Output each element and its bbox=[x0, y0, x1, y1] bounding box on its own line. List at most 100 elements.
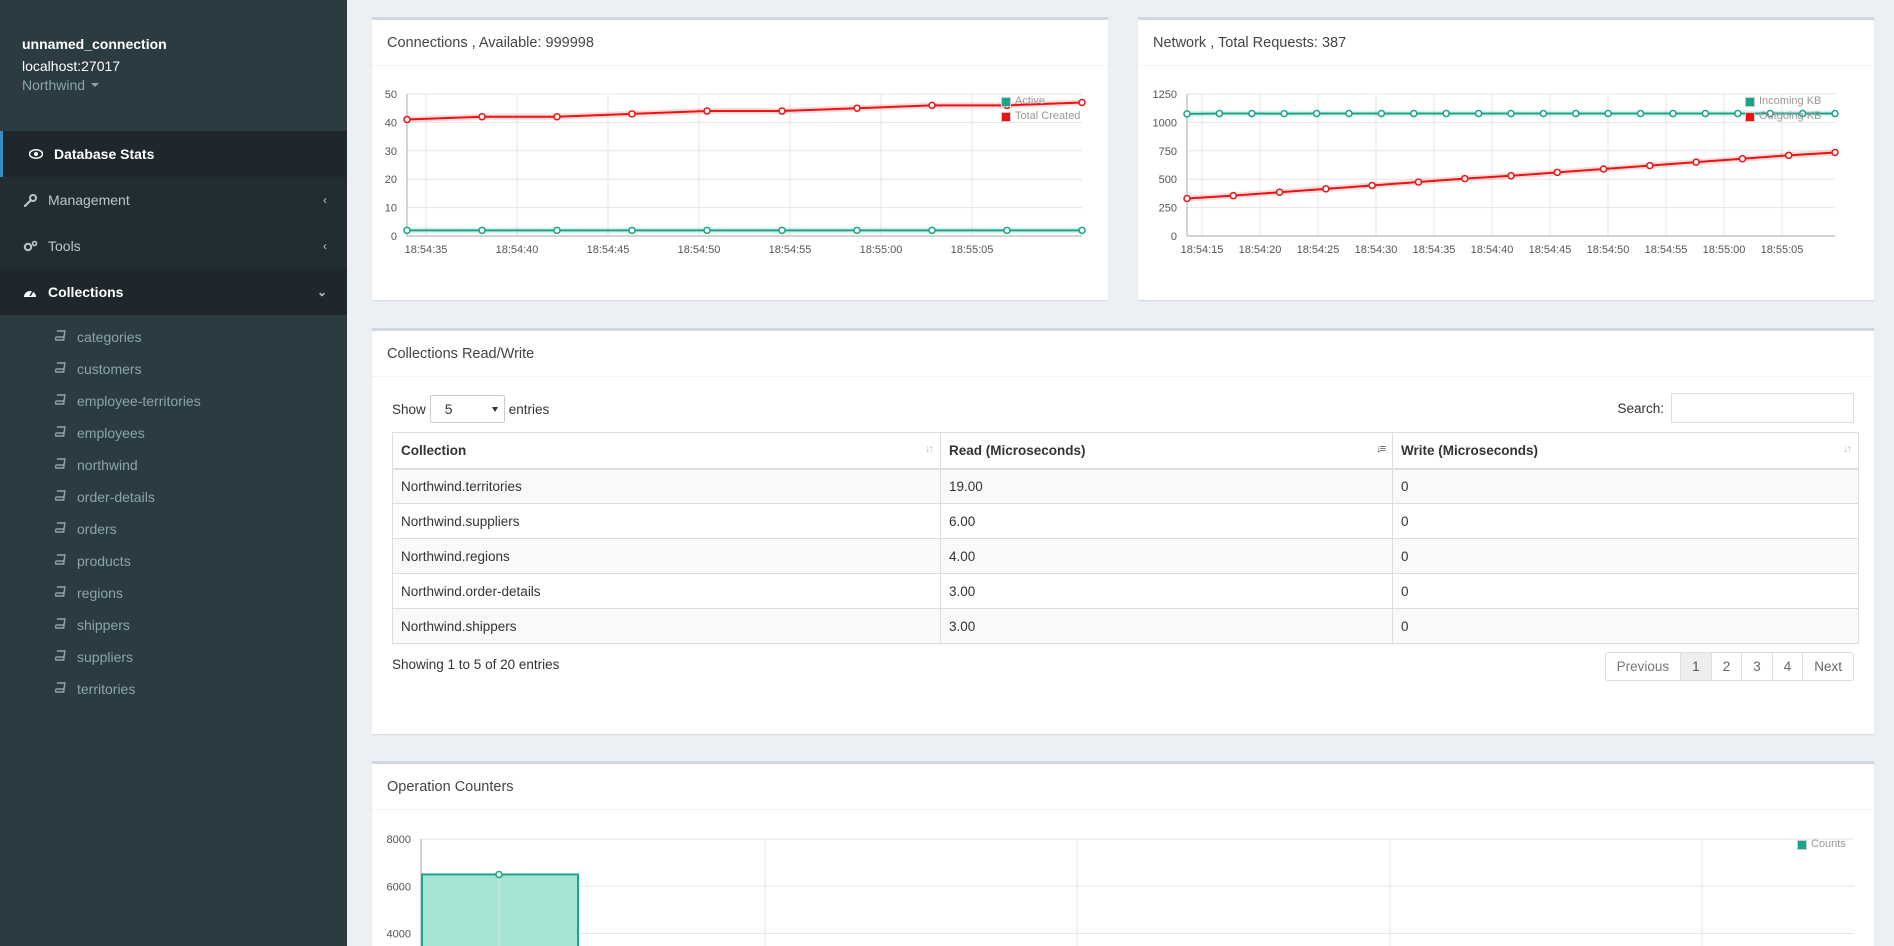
book-icon bbox=[54, 553, 66, 569]
series-line bbox=[406, 101, 1083, 121]
collection-item[interactable]: employees bbox=[0, 417, 347, 449]
menu-label: Management bbox=[48, 192, 130, 208]
collection-item[interactable]: categories bbox=[0, 321, 347, 353]
page-length-value: 5 bbox=[444, 401, 453, 417]
pagination-previous[interactable]: Previous bbox=[1605, 653, 1681, 680]
book-icon bbox=[54, 361, 66, 377]
menu-management[interactable]: Management ‹ bbox=[0, 177, 347, 223]
book-icon bbox=[54, 681, 66, 697]
collection-item[interactable]: order-details bbox=[0, 481, 347, 513]
collection-item[interactable]: northwind bbox=[0, 449, 347, 481]
x-tick-label: 18:54:55 bbox=[769, 244, 812, 256]
pagination: Previous 1 2 3 4 Next bbox=[1604, 652, 1854, 681]
data-point bbox=[1784, 151, 1793, 160]
operations-panel: Operation Counters 4000 6000 8000 Counts bbox=[372, 761, 1874, 946]
column-header-read[interactable]: Read (Microseconds) ↓≡ bbox=[940, 432, 1393, 470]
collection-item[interactable]: orders bbox=[0, 513, 347, 545]
chevron-left-icon: ‹ bbox=[323, 239, 327, 253]
data-point bbox=[928, 101, 936, 110]
search-input[interactable] bbox=[1671, 393, 1854, 423]
pagination-page[interactable]: 2 bbox=[1710, 653, 1742, 680]
data-point bbox=[1248, 109, 1256, 118]
table-cell: Northwind.order-details bbox=[392, 573, 941, 609]
data-point bbox=[1831, 148, 1839, 157]
data-point bbox=[1539, 109, 1548, 118]
pagination-page[interactable]: 1 bbox=[1680, 653, 1711, 680]
table-header-row: Collection ↓↑ Read (Microseconds) ↓≡ Write… bbox=[392, 432, 1859, 470]
column-header-collection[interactable]: Collection ↓↑ bbox=[392, 432, 941, 470]
data-point bbox=[1734, 109, 1742, 118]
data-point bbox=[1798, 109, 1807, 118]
pagination-next[interactable]: Next bbox=[1802, 653, 1853, 680]
table-cell: Northwind.territories bbox=[392, 468, 941, 504]
collection-item[interactable]: suppliers bbox=[0, 641, 347, 673]
collection-item[interactable]: customers bbox=[0, 353, 347, 385]
collection-item[interactable]: shippers bbox=[0, 609, 347, 641]
dashboard-icon bbox=[22, 287, 38, 298]
main-content: Connections , Available: 999998 0 10 20 30 4… bbox=[347, 0, 1894, 946]
x-tick-label: 18:54:55 bbox=[1645, 244, 1688, 256]
operations-chart: 4000 6000 8000 bbox=[387, 834, 1854, 946]
book-icon bbox=[54, 393, 66, 409]
y-tick-label: 40 bbox=[385, 117, 397, 129]
collection-item[interactable]: products bbox=[0, 545, 347, 577]
collection-label: orders bbox=[77, 521, 117, 537]
pagination-page[interactable]: 4 bbox=[1771, 653, 1803, 680]
collection-label: northwind bbox=[77, 457, 138, 473]
book-icon bbox=[54, 617, 66, 633]
data-point bbox=[1646, 161, 1654, 170]
page-length-select[interactable]: 5 bbox=[429, 395, 505, 423]
sidebar: unnamed_connection localhost:27017 North… bbox=[0, 0, 347, 946]
table-row: Northwind.order-details 3.00 0 bbox=[392, 573, 1859, 609]
y-tick-label: 0 bbox=[1171, 231, 1177, 243]
menu-label: Collections bbox=[48, 284, 124, 300]
collection-label: order-details bbox=[77, 489, 155, 505]
data-point bbox=[1669, 109, 1677, 118]
data-point bbox=[778, 107, 786, 115]
sort-icon: ↓↑ bbox=[925, 443, 934, 455]
y-tick-label: 500 bbox=[1159, 174, 1177, 186]
data-point bbox=[1312, 109, 1321, 118]
entries-label: entries bbox=[508, 401, 550, 417]
table-cell: 0 bbox=[1392, 538, 1859, 574]
x-tick-label: 18:54:50 bbox=[1587, 244, 1630, 256]
data-point bbox=[853, 104, 861, 112]
column-label: Read (Microseconds) bbox=[949, 442, 1086, 458]
menu-database-stats[interactable]: Database Stats bbox=[0, 131, 347, 177]
connections-legend: Active Total Created bbox=[1001, 94, 1080, 124]
collection-label: customers bbox=[77, 361, 142, 377]
data-point bbox=[1215, 109, 1224, 118]
data-point bbox=[1766, 109, 1774, 118]
menu-collections[interactable]: Collections ⌄ bbox=[0, 269, 347, 315]
collection-item[interactable]: regions bbox=[0, 577, 347, 609]
column-header-write[interactable]: Write (Microseconds) ↓↑ bbox=[1392, 432, 1859, 470]
legend-item-total-created: Total Created bbox=[1001, 109, 1080, 124]
menu-tools[interactable]: Tools ‹ bbox=[0, 223, 347, 269]
table-cell: 6.00 bbox=[940, 503, 1393, 539]
table-cell: Northwind.regions bbox=[392, 538, 941, 574]
data-point bbox=[495, 870, 503, 879]
menu-label: Database Stats bbox=[54, 146, 155, 162]
table-cell: 3.00 bbox=[940, 608, 1393, 644]
data-point bbox=[1368, 181, 1376, 190]
data-point bbox=[553, 226, 561, 235]
network-title: Network , Total Requests: 387 bbox=[1138, 20, 1874, 66]
data-point bbox=[628, 110, 636, 118]
connection-host: localhost:27017 bbox=[22, 58, 121, 74]
data-point bbox=[703, 107, 711, 115]
x-tick-label: 18:54:50 bbox=[678, 244, 721, 256]
book-icon bbox=[54, 457, 66, 473]
eye-icon bbox=[28, 149, 44, 159]
network-chart: 0 250 500 750 1000 1250 18:54:15 18:54:20 18:54:… bbox=[1153, 89, 1839, 256]
x-tick-label: 18:54:45 bbox=[1529, 244, 1572, 256]
collection-item[interactable]: territories bbox=[0, 673, 347, 705]
data-point bbox=[1183, 110, 1191, 118]
data-point bbox=[1553, 168, 1562, 177]
collection-label: products bbox=[77, 553, 131, 569]
collection-item[interactable]: employee-territories bbox=[0, 385, 347, 417]
database-selector[interactable]: Northwind bbox=[22, 77, 100, 93]
wrench-icon bbox=[22, 193, 38, 207]
pagination-page[interactable]: 3 bbox=[1741, 653, 1772, 680]
legend-item-outgoing: Outgoing KB bbox=[1745, 109, 1821, 124]
x-tick-label: 18:54:40 bbox=[496, 244, 539, 256]
